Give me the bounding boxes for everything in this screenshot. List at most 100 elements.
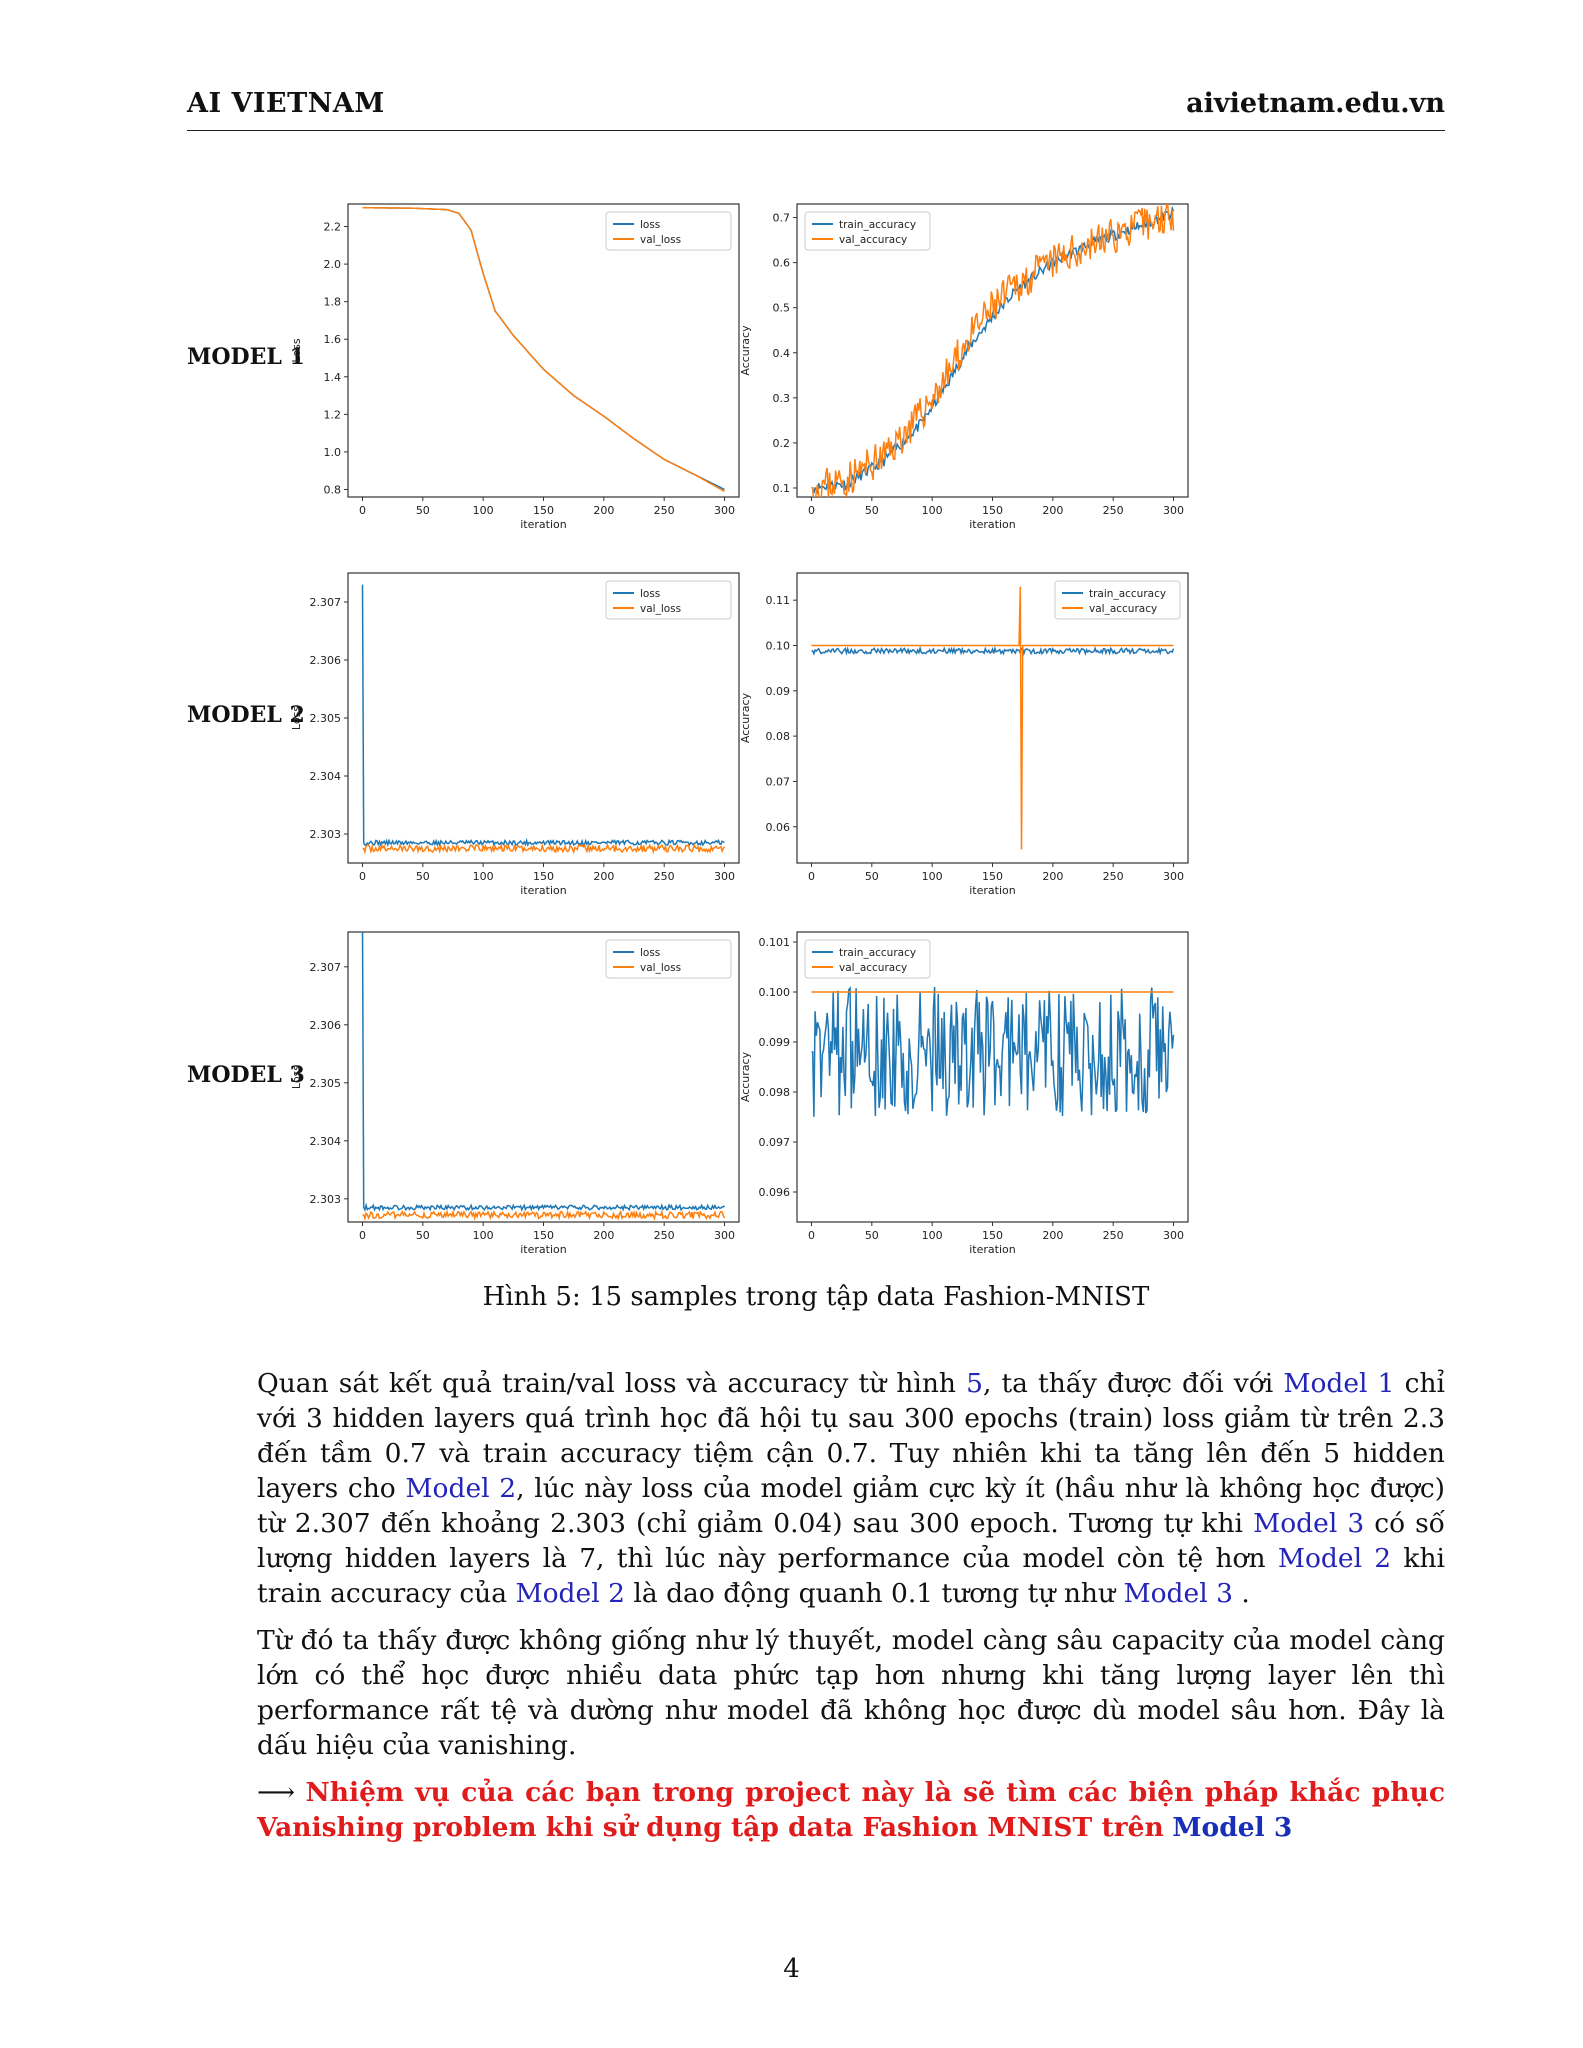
series-line-loss	[361, 584, 725, 848]
arrow-icon: ⟶	[257, 1777, 295, 1808]
y-tick-label: 0.3	[773, 392, 791, 405]
series-line-val_accuracy	[811, 204, 1175, 497]
model-reference-link[interactable]: Model 2	[515, 1578, 625, 1609]
page-number: 4	[783, 1954, 800, 1984]
model1-loss-chart: 0 50 100 150 200 250 300 0.8 1.0 1.2 1.4 1.6 1.8 2.0 2…	[290, 203, 740, 531]
paragraph-text-run: có số lượng hidden layers là 7, thì lúc …	[257, 1508, 1445, 1574]
y-axis-label: Accuracy	[739, 692, 752, 743]
paragraph-text-run: chỉ với 3 hidden layers quá trình học đã…	[257, 1368, 1445, 1504]
legend-label: train_accuracy	[839, 219, 916, 231]
y-axis-label: Loss	[290, 338, 303, 362]
y-tick-label: 0.097	[759, 1136, 791, 1149]
x-tick-label: 200	[1042, 1229, 1063, 1242]
x-axis-label: iteration	[969, 1243, 1015, 1256]
header-title: AI VIETNAM	[187, 88, 385, 119]
page-header: AI VIETNAM aivietnam.edu.vn	[187, 88, 1445, 131]
paragraph-text-run: khi train accuracy của	[257, 1543, 1446, 1609]
legend-box	[605, 939, 732, 979]
legend-box	[804, 939, 931, 979]
x-axis-label: iteration	[520, 1243, 566, 1256]
x-tick-label: 100	[473, 1229, 494, 1242]
series-line-train_accuracy	[811, 645, 1175, 657]
y-tick-label: 2.305	[310, 712, 342, 725]
y-axis-label: Accuracy	[739, 1051, 752, 1102]
x-tick-label: 200	[1042, 504, 1063, 517]
model1-acc-chart: 0 50 100 150 200 250 300 0.1 0.2 0.3 0.4 0.5 0.6 0.7 i…	[739, 203, 1189, 531]
plot-frame	[796, 931, 1189, 1223]
x-tick-label: 300	[714, 1229, 735, 1242]
paragraph-text-run: , ta thấy được đối với	[982, 1368, 1284, 1399]
y-tick-label: 2.303	[310, 828, 342, 841]
task-statement: ⟶ Nhiệm vụ của các bạn trong project này…	[257, 1775, 1445, 1845]
legend-label: train_accuracy	[839, 947, 916, 959]
x-axis-label: iteration	[520, 518, 566, 531]
x-tick-label: 250	[1103, 504, 1124, 517]
y-tick-label: 0.101	[759, 936, 791, 949]
model-reference-link[interactable]: 5	[966, 1368, 983, 1399]
legend-label: val_accuracy	[1089, 603, 1157, 615]
legend-box	[605, 211, 732, 251]
x-tick-label: 250	[654, 870, 675, 883]
paragraph-conclusion: Từ đó ta thấy được không giống như lý th…	[257, 1625, 1445, 1761]
series-line-train_accuracy	[811, 985, 1175, 1117]
x-tick-label: 250	[654, 1229, 675, 1242]
paragraph-text-run: , lúc này loss của model giảm cực kỳ ít …	[257, 1473, 1446, 1539]
x-tick-label: 300	[1163, 504, 1184, 517]
x-axis-label: iteration	[969, 518, 1015, 531]
figure-caption: Hình 5: 15 samples trong tập data Fashio…	[482, 1282, 1150, 1312]
model-reference-link[interactable]: Model 3	[1253, 1508, 1365, 1539]
model-reference-link[interactable]: Model 2	[405, 1473, 517, 1504]
paragraph-text-run: là dao động quanh 0.1 tương tự như	[624, 1578, 1124, 1609]
y-tick-label: 2.0	[324, 258, 342, 271]
y-tick-label: 0.6	[773, 257, 791, 270]
x-tick-label: 50	[416, 504, 430, 517]
task-model-link[interactable]: Model 3	[1172, 1812, 1293, 1843]
y-tick-label: 1.2	[324, 408, 342, 421]
model-reference-link[interactable]: Model 2	[1277, 1543, 1392, 1574]
x-tick-label: 150	[533, 1229, 554, 1242]
legend-box	[804, 211, 931, 251]
legend-label: val_loss	[640, 962, 681, 974]
model3-loss-chart: 0 50 100 150 200 250 300 2.303 2.304 2.305 2.306 2.…	[290, 931, 740, 1256]
x-tick-label: 150	[533, 504, 554, 517]
series-line-train_accuracy	[811, 205, 1175, 495]
y-tick-label: 1.4	[324, 371, 342, 384]
body-text: Quan sát kết quả train/val loss và accur…	[257, 1366, 1445, 1845]
x-tick-label: 100	[922, 870, 943, 883]
y-tick-label: 0.07	[766, 775, 791, 788]
model-reference-link[interactable]: Model 3	[1123, 1578, 1233, 1609]
x-tick-label: 300	[1163, 1229, 1184, 1242]
model-2-label: MODEL 2	[187, 702, 305, 728]
x-tick-label: 50	[865, 504, 879, 517]
y-tick-label: 2.306	[310, 654, 342, 667]
x-tick-label: 200	[593, 1229, 614, 1242]
x-tick-label: 150	[982, 504, 1003, 517]
y-tick-label: 1.6	[324, 333, 342, 346]
x-tick-label: 250	[654, 504, 675, 517]
y-tick-label: 2.304	[310, 770, 342, 783]
model2-loss-chart: 0 50 100 150 200 250 300 2.303 2.304 2.305 2.306 2.…	[290, 572, 740, 897]
plot-frame	[347, 572, 740, 864]
y-tick-label: 0.08	[766, 730, 791, 743]
model-reference-link[interactable]: Model 1	[1283, 1368, 1395, 1399]
x-tick-label: 100	[473, 870, 494, 883]
model-1-label: MODEL 1	[187, 344, 305, 370]
paragraph-observation: Quan sát kết quả train/val loss và accur…	[257, 1366, 1445, 1611]
y-tick-label: 2.307	[310, 961, 342, 974]
y-tick-label: 0.8	[324, 483, 342, 496]
series-line-val_loss	[362, 842, 726, 855]
y-tick-label: 0.2	[773, 437, 791, 450]
y-tick-label: 2.306	[310, 1019, 342, 1032]
x-tick-label: 0	[808, 504, 815, 517]
x-axis-label: iteration	[520, 884, 566, 897]
x-tick-label: 50	[865, 870, 879, 883]
legend-label: val_accuracy	[839, 962, 907, 974]
x-tick-label: 150	[533, 870, 554, 883]
plot-frame	[796, 203, 1189, 498]
x-tick-label: 250	[1103, 870, 1124, 883]
legend-label: val_loss	[640, 603, 681, 615]
y-tick-label: 0.099	[759, 1036, 791, 1049]
y-tick-label: 2.304	[310, 1135, 342, 1148]
plot-frame	[347, 203, 740, 498]
y-tick-label: 0.096	[759, 1186, 791, 1199]
